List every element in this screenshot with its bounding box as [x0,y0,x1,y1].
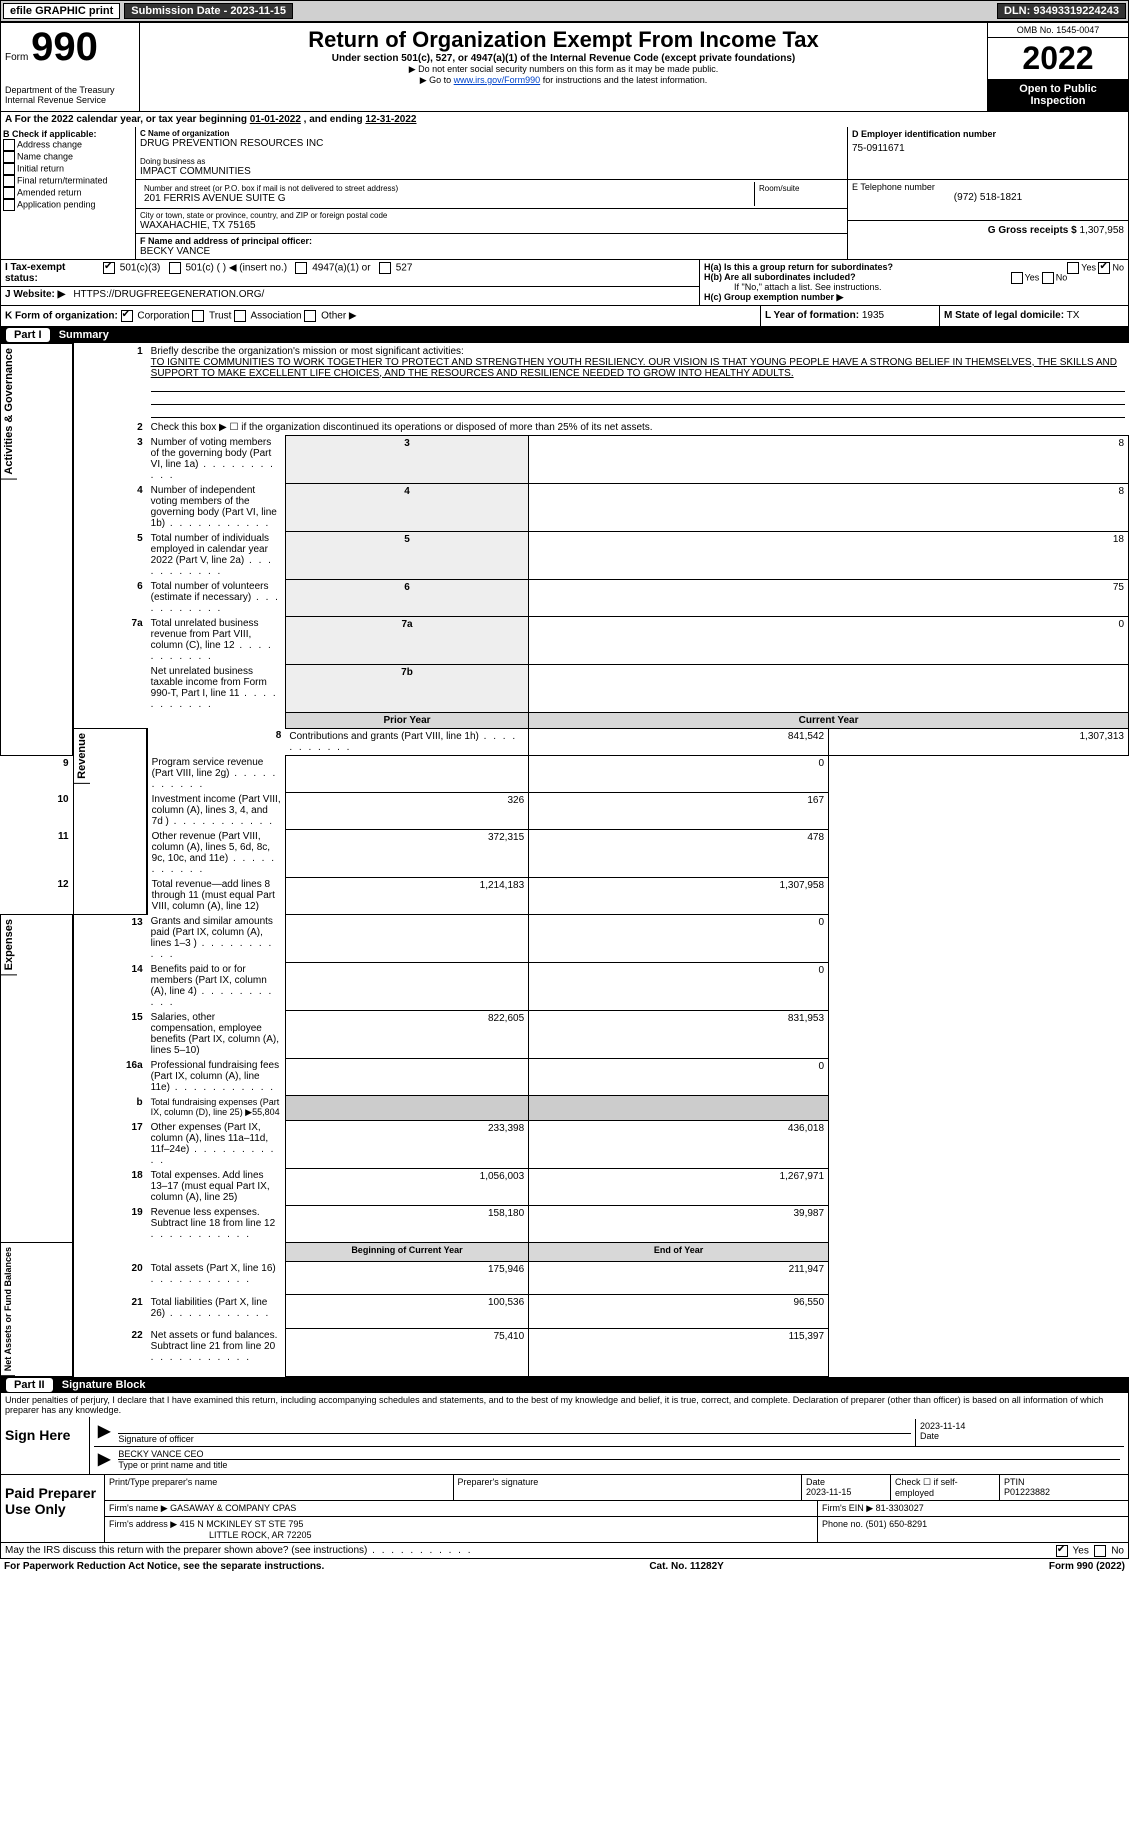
sig-date: 2023-11-14 [920,1421,1120,1431]
may-irs-discuss: May the IRS discuss this return with the… [0,1543,1129,1559]
table-row: 11Other revenue (Part VIII, column (A), … [1,829,1129,877]
col-b-checkboxes: B Check if applicable: Address change Na… [1,127,136,259]
submission-date-btn[interactable]: Submission Date - 2023-11-15 [124,3,293,19]
table-row: 21Total liabilities (Part X, line 26)100… [1,1295,1129,1329]
chk-amended[interactable]: Amended return [3,187,133,199]
table-row: 14Benefits paid to or for members (Part … [1,962,1129,1010]
mission-text: TO IGNITE COMMUNITIES TO WORK TOGETHER T… [151,357,1117,379]
table-row: bTotal fundraising expenses (Part IX, co… [1,1095,1129,1120]
table-row: 4Number of independent voting members of… [1,483,1129,531]
telephone: (972) 518-1821 [852,192,1124,203]
table-row: 15Salaries, other compensation, employee… [1,1010,1129,1058]
signature-block: Sign Here ▶ Signature of officer 2023-11… [0,1417,1129,1475]
table-row: 6Total number of volunteers (estimate if… [1,579,1129,616]
part-2-header: Part II Signature Block [0,1377,1129,1393]
col-c-org-info: C Name of organization DRUG PREVENTION R… [136,127,847,259]
open-to-public: Open to Public Inspection [988,79,1128,111]
ptin: P01223882 [1004,1487,1050,1497]
table-row: 12Total revenue—add lines 8 through 11 (… [1,877,1129,914]
ein: 75-0911671 [852,139,1124,154]
side-net-assets: Net Assets or Fund Balances [1,1243,15,1376]
table-row: 3Number of voting members of the governi… [1,435,1129,483]
firm-phone: (501) 650-8291 [866,1519,928,1529]
chk-corp[interactable] [121,310,133,322]
firm-ein: 81-3303027 [876,1503,924,1513]
chk-final[interactable]: Final return/terminated [3,175,133,187]
chk-discuss-no[interactable] [1094,1545,1106,1557]
penalty-statement: Under penalties of perjury, I declare th… [0,1393,1129,1417]
table-row: 22Net assets or fund balances. Subtract … [1,1328,1129,1376]
arrow-icon: ▶ [94,1447,114,1472]
h-c: H(c) Group exemption number ▶ [704,292,1124,303]
prep-date: 2023-11-15 [806,1487,851,1497]
principal-officer: BECKY VANCE [140,246,843,257]
header-grid: B Check if applicable: Address change Na… [0,127,1129,260]
paid-preparer-block: Paid Preparer Use Only Print/Type prepar… [0,1475,1129,1543]
side-expenses: Expenses [1,915,17,975]
tax-year: 2022 [988,38,1128,79]
chk-501c3[interactable] [103,262,115,274]
irs-label: Internal Revenue Service [5,95,135,105]
chk-discuss-yes[interactable] [1056,1545,1068,1557]
dba-name: IMPACT COMMUNITIES [140,166,843,177]
chk-address[interactable]: Address change [3,139,133,151]
table-row: 17Other expenses (Part IX, column (A), l… [1,1120,1129,1168]
form-subtitle: Under section 501(c), 527, or 4947(a)(1)… [144,53,983,64]
form-title: Return of Organization Exempt From Incom… [144,27,983,53]
omb-number: OMB No. 1545-0047 [988,23,1128,38]
chk-initial[interactable]: Initial return [3,163,133,175]
sign-here-label: Sign Here [1,1417,90,1474]
org-name: DRUG PREVENTION RESOURCES INC [140,138,843,149]
firm-name: GASAWAY & COMPANY CPAS [170,1503,296,1513]
row-hij: I Tax-exempt status: 501(c)(3) 501(c) ( … [0,260,1129,306]
irs-link[interactable]: www.irs.gov/Form990 [454,75,541,85]
chk-501c[interactable] [169,262,181,274]
side-revenue: Revenue [74,729,90,784]
efile-label: efile GRAPHIC print [3,3,120,19]
part1-table: Activities & Governance 1 Briefly descri… [0,343,1129,1377]
side-activities: Activities & Governance [1,344,17,480]
top-bar: efile GRAPHIC print Submission Date - 20… [0,0,1129,22]
firm-address: 415 N MCKINLEY ST STE 795 [180,1519,304,1529]
officer-name: BECKY VANCE CEO [118,1449,1120,1459]
chk-trust[interactable] [192,310,204,322]
note-ssn: ▶ Do not enter social security numbers o… [144,64,983,75]
note-link: ▶ Go to www.irs.gov/Form990 for instruct… [144,75,983,86]
col-d-ein: D Employer identification number 75-0911… [847,127,1128,259]
gross-receipts: 1,307,958 [1080,225,1125,236]
form-label: Form [5,52,28,63]
table-row: 16aProfessional fundraising fees (Part I… [1,1058,1129,1095]
year-formation: 1935 [862,310,884,321]
table-row: 10Investment income (Part VIII, column (… [1,792,1129,829]
h-a: H(a) Is this a group return for subordin… [704,262,1124,272]
row-a-tax-year: A For the 2022 calendar year, or tax yea… [0,112,1129,127]
state-domicile: TX [1067,310,1080,321]
chk-name[interactable]: Name change [3,151,133,163]
street-address: 201 FERRIS AVENUE SUITE G [144,193,750,204]
form-number: 990 [31,25,98,69]
arrow-icon: ▶ [94,1419,114,1446]
city-state-zip: WAXAHACHIE, TX 75165 [140,220,843,231]
part-1-header: Part I Summary [0,327,1129,343]
chk-other[interactable] [304,310,316,322]
chk-527[interactable] [379,262,391,274]
table-row: 7aTotal unrelated business revenue from … [1,616,1129,664]
table-row: 19Revenue less expenses. Subtract line 1… [1,1205,1129,1242]
h-b: H(b) Are all subordinates included? Yes … [704,272,1124,282]
paid-preparer-label: Paid Preparer Use Only [1,1475,105,1542]
dln-label: DLN: 93493319224243 [997,3,1126,19]
table-row: 18Total expenses. Add lines 13–17 (must … [1,1168,1129,1205]
row-klm: K Form of organization: Corporation Trus… [0,306,1129,327]
dept-label: Department of the Treasury [5,85,135,95]
chk-4947[interactable] [295,262,307,274]
website: HTTPS://DRUGFREEGENERATION.ORG/ [69,287,268,302]
form-header: Form 990 Department of the Treasury Inte… [0,22,1129,112]
table-row: 9Program service revenue (Part VIII, lin… [1,755,1129,792]
table-row: 20Total assets (Part X, line 16)175,9462… [1,1261,1129,1295]
table-row: 5Total number of individuals employed in… [1,531,1129,579]
chk-assoc[interactable] [234,310,246,322]
chk-pending[interactable]: Application pending [3,199,133,211]
footer: For Paperwork Reduction Act Notice, see … [0,1559,1129,1574]
table-row: Net unrelated business taxable income fr… [1,664,1129,712]
